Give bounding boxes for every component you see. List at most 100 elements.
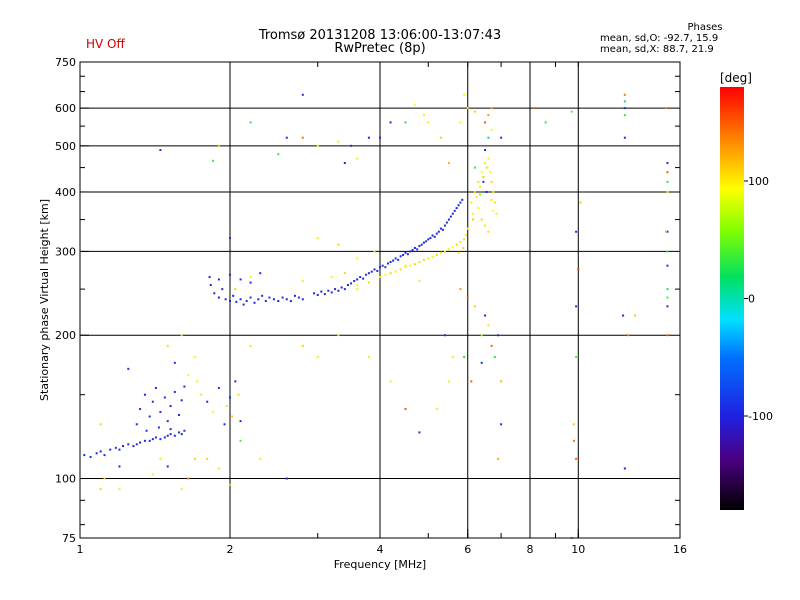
data-point — [666, 288, 669, 291]
data-point — [384, 273, 387, 276]
data-point — [127, 367, 130, 370]
data-point — [666, 171, 669, 174]
data-point — [627, 334, 630, 337]
data-point — [187, 477, 190, 480]
data-point — [166, 465, 169, 468]
data-point — [234, 288, 237, 291]
data-point — [389, 261, 392, 264]
data-point — [154, 436, 157, 439]
data-point — [330, 291, 333, 294]
data-point — [221, 288, 224, 291]
data-point — [575, 457, 578, 460]
data-point — [666, 264, 669, 267]
data-point — [495, 212, 498, 215]
data-point — [217, 144, 220, 147]
data-point — [433, 235, 436, 238]
data-point — [337, 140, 340, 143]
data-point — [490, 344, 493, 347]
data-point — [301, 93, 304, 96]
data-point — [132, 445, 135, 448]
data-point — [472, 212, 475, 215]
data-point — [473, 110, 476, 113]
data-point — [285, 298, 288, 301]
x-tick-label: 1 — [77, 543, 84, 556]
data-point — [575, 230, 578, 233]
data-point — [316, 237, 319, 240]
colorbar-tick-label: 100 — [748, 175, 769, 188]
data-point — [180, 488, 183, 491]
data-point — [277, 153, 280, 156]
data-point — [418, 261, 421, 264]
data-point — [365, 273, 368, 276]
data-point — [316, 356, 319, 359]
data-point — [206, 457, 209, 460]
data-point — [470, 380, 473, 383]
data-point — [257, 298, 260, 301]
data-point — [623, 136, 626, 139]
data-point — [480, 361, 483, 364]
data-point — [666, 162, 669, 165]
data-point — [459, 240, 462, 243]
data-point — [427, 257, 430, 260]
y-tick-label: 400 — [55, 186, 76, 199]
data-point — [180, 334, 183, 337]
data-point — [173, 390, 176, 393]
data-point — [151, 438, 154, 441]
data-point — [447, 218, 450, 221]
data-point — [431, 234, 434, 237]
data-point — [285, 477, 288, 480]
colorbar-label: [deg] — [720, 71, 752, 85]
data-point — [217, 467, 220, 470]
data-point — [343, 288, 346, 291]
data-point — [473, 190, 476, 193]
data-point — [356, 157, 359, 160]
data-point — [166, 420, 169, 423]
data-point — [313, 292, 316, 295]
data-point — [159, 457, 162, 460]
data-point — [475, 196, 478, 199]
data-point — [367, 356, 370, 359]
y-tick-label: 750 — [55, 56, 76, 69]
data-point — [389, 272, 392, 275]
data-point — [485, 190, 488, 193]
data-point — [404, 266, 407, 269]
data-point — [435, 232, 438, 235]
data-point — [327, 289, 330, 292]
data-point — [277, 300, 280, 303]
data-point — [346, 284, 349, 287]
data-point — [443, 334, 446, 337]
data-point — [493, 201, 496, 204]
data-point — [187, 374, 190, 377]
data-point — [206, 400, 209, 403]
data-point — [404, 251, 407, 254]
data-point — [224, 298, 227, 301]
data-point — [316, 144, 319, 147]
data-point — [272, 298, 275, 301]
data-point — [259, 457, 262, 460]
data-point — [356, 257, 359, 260]
data-point — [570, 110, 573, 113]
data-point — [451, 246, 454, 249]
data-point — [466, 107, 469, 110]
y-tick-label: 500 — [55, 140, 76, 153]
data-point — [482, 175, 485, 178]
data-point — [413, 263, 416, 266]
data-point — [362, 277, 365, 280]
data-point — [477, 207, 480, 210]
data-point — [459, 201, 462, 204]
data-point — [422, 114, 425, 117]
data-point — [665, 230, 668, 233]
data-point — [394, 257, 397, 260]
data-point — [316, 293, 319, 296]
data-point — [235, 300, 238, 303]
data-point — [623, 100, 626, 103]
data-point — [384, 266, 387, 269]
data-point — [666, 250, 669, 253]
data-point — [487, 136, 490, 139]
data-point — [666, 180, 669, 183]
y-axis-title: Stationary phase Virtual Height [km] — [38, 199, 51, 401]
data-point — [425, 240, 428, 243]
data-point — [234, 380, 237, 383]
data-point — [462, 247, 465, 250]
data-point — [166, 434, 169, 437]
